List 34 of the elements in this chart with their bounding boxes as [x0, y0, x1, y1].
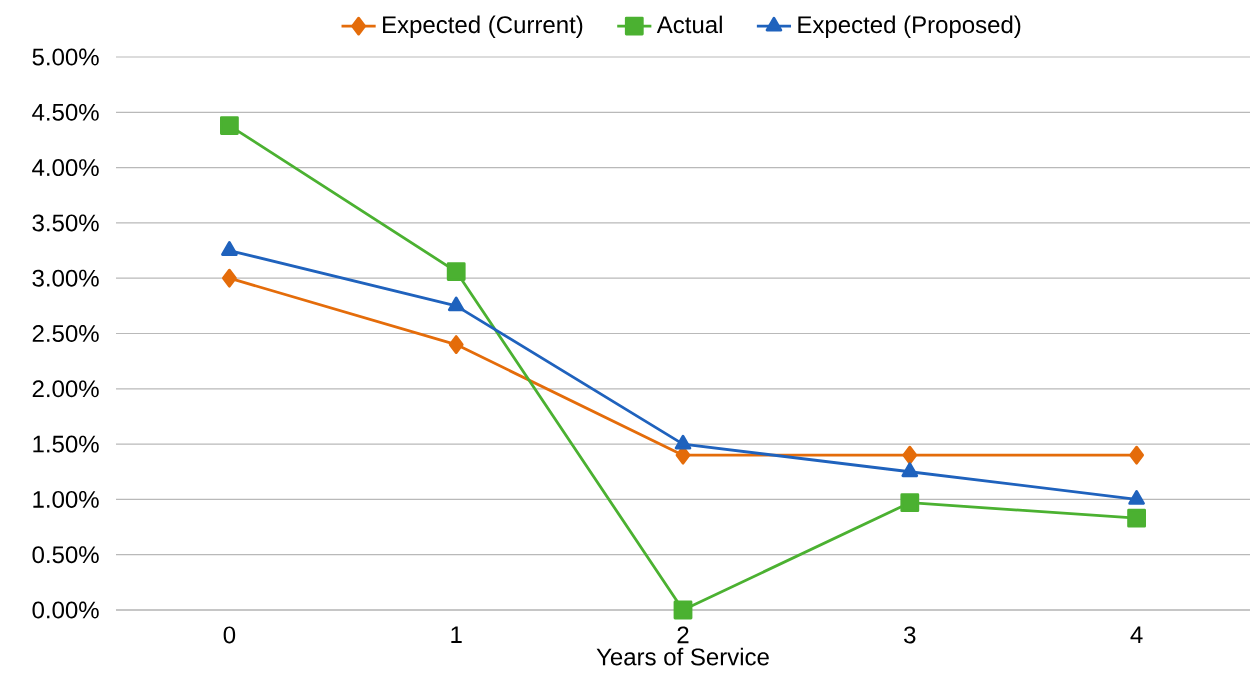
point [220, 116, 239, 135]
point [1129, 445, 1145, 465]
y-tick-label: 3.00% [32, 269, 99, 287]
point [446, 262, 466, 281]
point [221, 241, 238, 256]
legend-label: Expected (Proposed) [798, 15, 1021, 38]
point [674, 434, 692, 450]
y-tick-label: 1.50% [33, 435, 99, 453]
point [1128, 490, 1145, 505]
y-tick-label: 5.00% [32, 48, 99, 66]
y-tick-label: 1.00% [33, 490, 99, 508]
legend-label: Expected (Current) [383, 15, 583, 38]
x-tick-label: 0 [223, 626, 236, 644]
x-axis-title: Years of Service [596, 647, 769, 666]
y-tick-label: 0.50% [32, 546, 99, 564]
y-tick-label: 4.50% [32, 103, 99, 121]
point [901, 462, 919, 478]
x-tick-label: 1 [451, 626, 462, 643]
point [1127, 508, 1147, 528]
point [902, 445, 918, 465]
legend-label: Actual [656, 15, 722, 34]
y-tick-label: 4.00% [32, 159, 99, 177]
x-tick-label: 3 [904, 626, 916, 644]
point [900, 493, 920, 513]
y-tick-label: 3.50% [32, 214, 99, 232]
point [448, 335, 464, 354]
x-tick-label: 2 [677, 626, 689, 644]
point [673, 600, 693, 620]
x-tick-label: 4 [1130, 626, 1143, 643]
y-tick-label: 2.50% [32, 325, 99, 342]
point [447, 296, 465, 312]
point [222, 268, 237, 288]
y-tick-label: 0.00% [32, 601, 99, 619]
y-tick-label: 2.00% [32, 380, 99, 398]
